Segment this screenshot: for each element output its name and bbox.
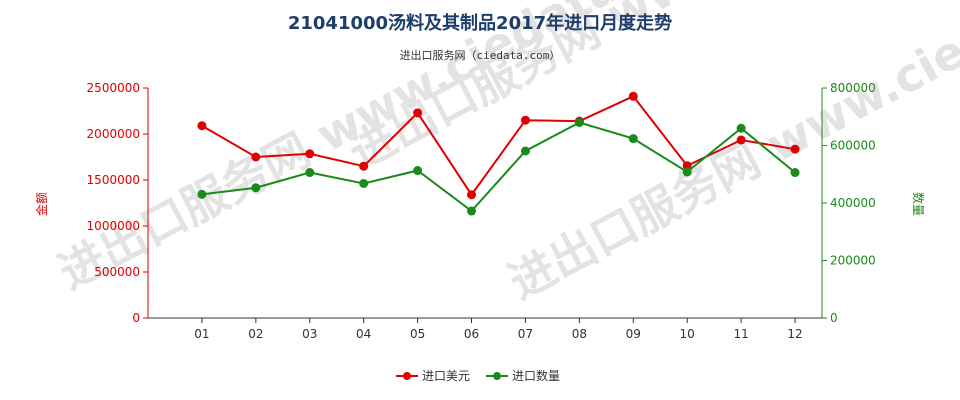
series-point-1 (790, 144, 800, 154)
series-layer (197, 91, 800, 216)
series-point-2 (520, 146, 530, 156)
series-point-2 (574, 118, 584, 127)
legend-swatch-marker (403, 372, 411, 380)
x-tick-label: 04 (356, 327, 371, 341)
x-tick-label: 07 (518, 327, 533, 341)
x-tick-label: 01 (194, 327, 209, 341)
y-right-tick-label: 400000 (830, 196, 876, 210)
series-point-2 (682, 167, 692, 177)
x-tick-label: 12 (787, 327, 802, 341)
series-point-1 (682, 161, 692, 171)
y-right-tick-label: 0 (830, 311, 838, 325)
series-point-1 (467, 190, 477, 200)
y-left-tick-label: 0 (132, 311, 140, 325)
series-point-2 (197, 189, 207, 199)
x-tick-label: 06 (464, 327, 479, 341)
y-left-tick-label: 2000000 (87, 127, 140, 141)
series-point-1 (520, 115, 530, 125)
legend-label: 进口美元 (422, 369, 470, 383)
series-point-1 (736, 135, 746, 145)
series-point-2 (251, 183, 261, 193)
series-point-2 (628, 134, 638, 144)
series-line-1 (201, 95, 796, 197)
x-tick-label: 03 (302, 327, 317, 341)
series-point-2 (359, 178, 369, 188)
series-point-1 (628, 91, 638, 101)
y-right-tick-label: 600000 (830, 139, 876, 153)
series-point-1 (197, 121, 207, 131)
y-left-tick-label: 500000 (94, 265, 140, 279)
series-point-2 (305, 168, 315, 178)
series-point-2 (467, 206, 477, 216)
legend: 进口美元 进口数量 (396, 368, 560, 383)
series-point-1 (305, 149, 315, 159)
series-point-2 (413, 166, 423, 176)
x-tick-label: 09 (626, 327, 641, 341)
y-left-axis-label: 金额 (34, 192, 49, 216)
axes-layer: 01 02 03 04 05 06 07 08 09 10 11 12 0 500000 1000000 15… (34, 81, 926, 341)
y-right-tick-label: 200000 (830, 254, 876, 268)
series-point-1 (251, 152, 261, 162)
series-point-1 (359, 161, 369, 171)
legend-label: 进口数量 (512, 368, 560, 383)
series-point-2 (790, 168, 800, 178)
x-tick-label: 11 (733, 327, 748, 341)
y-right-axis-label: 数量 (911, 192, 926, 216)
series-point-2 (736, 123, 746, 133)
chart-title: 21041000汤料及其制品2017年进口月度走势 (288, 12, 672, 34)
y-left-tick-label: 1000000 (87, 219, 140, 233)
series-point-1 (413, 108, 423, 118)
series-line-2 (201, 121, 796, 213)
y-left-tick-label: 1500000 (87, 173, 140, 187)
x-tick-label: 02 (248, 327, 263, 341)
chart-subtitle: 进出口服务网（ciedata.com） (400, 48, 561, 62)
legend-swatch-marker (493, 372, 501, 380)
x-tick-label: 05 (410, 327, 425, 341)
x-tick-label: 08 (572, 327, 587, 341)
y-left-tick-label: 2500000 (87, 81, 140, 95)
y-right-tick-label: 800000 (830, 81, 876, 95)
x-tick-label: 10 (680, 327, 695, 341)
